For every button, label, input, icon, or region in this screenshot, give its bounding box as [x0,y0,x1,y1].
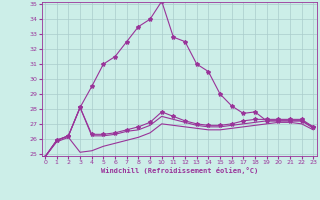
X-axis label: Windchill (Refroidissement éolien,°C): Windchill (Refroidissement éolien,°C) [100,167,258,174]
